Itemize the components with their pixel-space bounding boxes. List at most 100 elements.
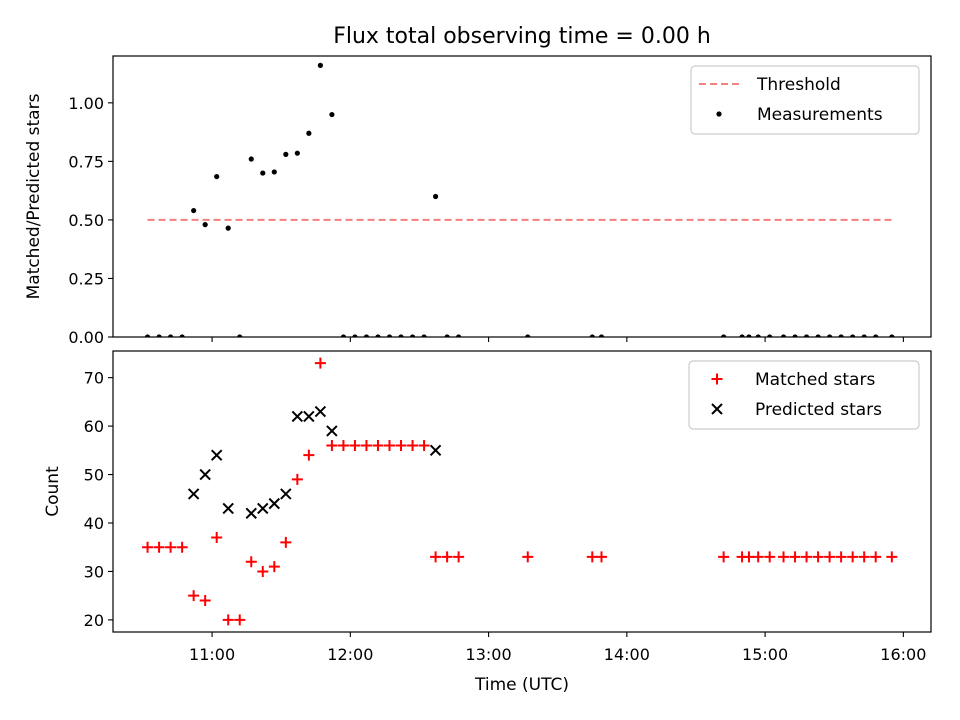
data-point [453,551,465,563]
x-tick-label: 16:00 [880,645,926,664]
data-point [755,334,761,337]
data-point [375,334,381,337]
series-predicted-stars [187,405,442,520]
data-point [873,334,879,337]
data-point [721,334,727,337]
data-point [245,507,257,520]
top-panel: Flux total observing time = 0.00 h Matche… [24,24,932,347]
data-point [752,551,764,563]
data-point [861,334,867,337]
data-point [191,207,197,214]
data-point [858,551,870,563]
data-point [384,439,396,451]
y-tick-label: 0.00 [68,328,104,347]
data-point [291,410,304,423]
data-point [234,614,246,626]
data-point [214,173,220,180]
legend-box [688,360,920,430]
data-point [257,502,269,515]
plot-area [142,357,898,626]
data-point [271,169,277,175]
x-tick-label: 11:00 [189,645,235,664]
data-point [260,170,266,176]
data-point [409,334,416,337]
x-tick-label: 15:00 [742,645,788,664]
x-tick-label: 12:00 [327,645,373,664]
plot-area [144,62,895,337]
data-point [456,334,462,337]
data-point [398,334,404,337]
data-point [317,62,323,68]
y-tick-label: 0.25 [68,269,104,288]
y-tick-label: 60 [84,417,104,436]
data-point [743,551,755,563]
data-point [283,151,289,157]
data-point [429,444,442,457]
series-measurements [144,62,895,337]
y-tick-label: 0.50 [68,211,104,230]
legend-label: Threshold [756,75,841,95]
data-point [764,551,776,563]
data-point [870,551,882,563]
data-point [268,497,281,510]
data-point [314,405,327,418]
data-point [314,357,326,369]
data-point [199,468,211,481]
data-point [824,551,836,563]
data-point [815,334,821,337]
data-point [294,150,300,156]
data-point [812,551,824,563]
data-point [306,130,312,136]
data-point [165,541,177,553]
data-point [522,551,534,563]
data-point [237,334,243,337]
data-point [441,551,453,563]
data-point [421,334,427,337]
data-point [395,439,407,451]
data-point [746,334,752,337]
data-point [889,334,895,337]
bottom-panel: Count Time (UTC) 20 30 40 50 60 70 11:00 12:00 13:… [43,350,932,695]
data-point [211,532,223,544]
y-tick-label: 70 [84,369,104,388]
y-tick-label: 30 [84,562,104,581]
data-point [886,551,898,563]
data-point [168,334,174,337]
data-point [598,334,605,337]
data-point [210,449,223,461]
data-point [352,334,358,337]
y-tick-label: 1.00 [68,94,104,113]
data-point [326,425,338,437]
data-point [363,334,370,337]
data-point [176,541,188,553]
data-point [432,193,439,200]
data-point [268,561,280,573]
data-point [838,334,844,337]
legend-marker [711,373,723,385]
y-tick-label: 0.75 [68,152,104,171]
data-point [248,156,254,162]
data-point [803,334,810,337]
data-point [586,551,598,563]
data-point [187,488,200,500]
data-point [337,439,349,451]
data-point [430,551,442,563]
data-point [153,541,165,553]
data-point [225,225,231,231]
data-point [179,334,185,337]
data-point [257,565,269,577]
y-tick-label: 50 [84,466,104,485]
legend-label: Predicted stars [755,400,882,420]
data-point [739,334,745,337]
data-point [349,439,361,451]
legend-label: Measurements [757,105,883,125]
data-point [850,334,856,337]
y-axis-label: Matched/Predicted stars [24,93,44,299]
data-point [329,111,335,118]
data-point [303,410,315,423]
data-point [202,222,208,228]
data-point [303,449,315,461]
data-point [444,334,450,337]
data-point [827,334,833,337]
